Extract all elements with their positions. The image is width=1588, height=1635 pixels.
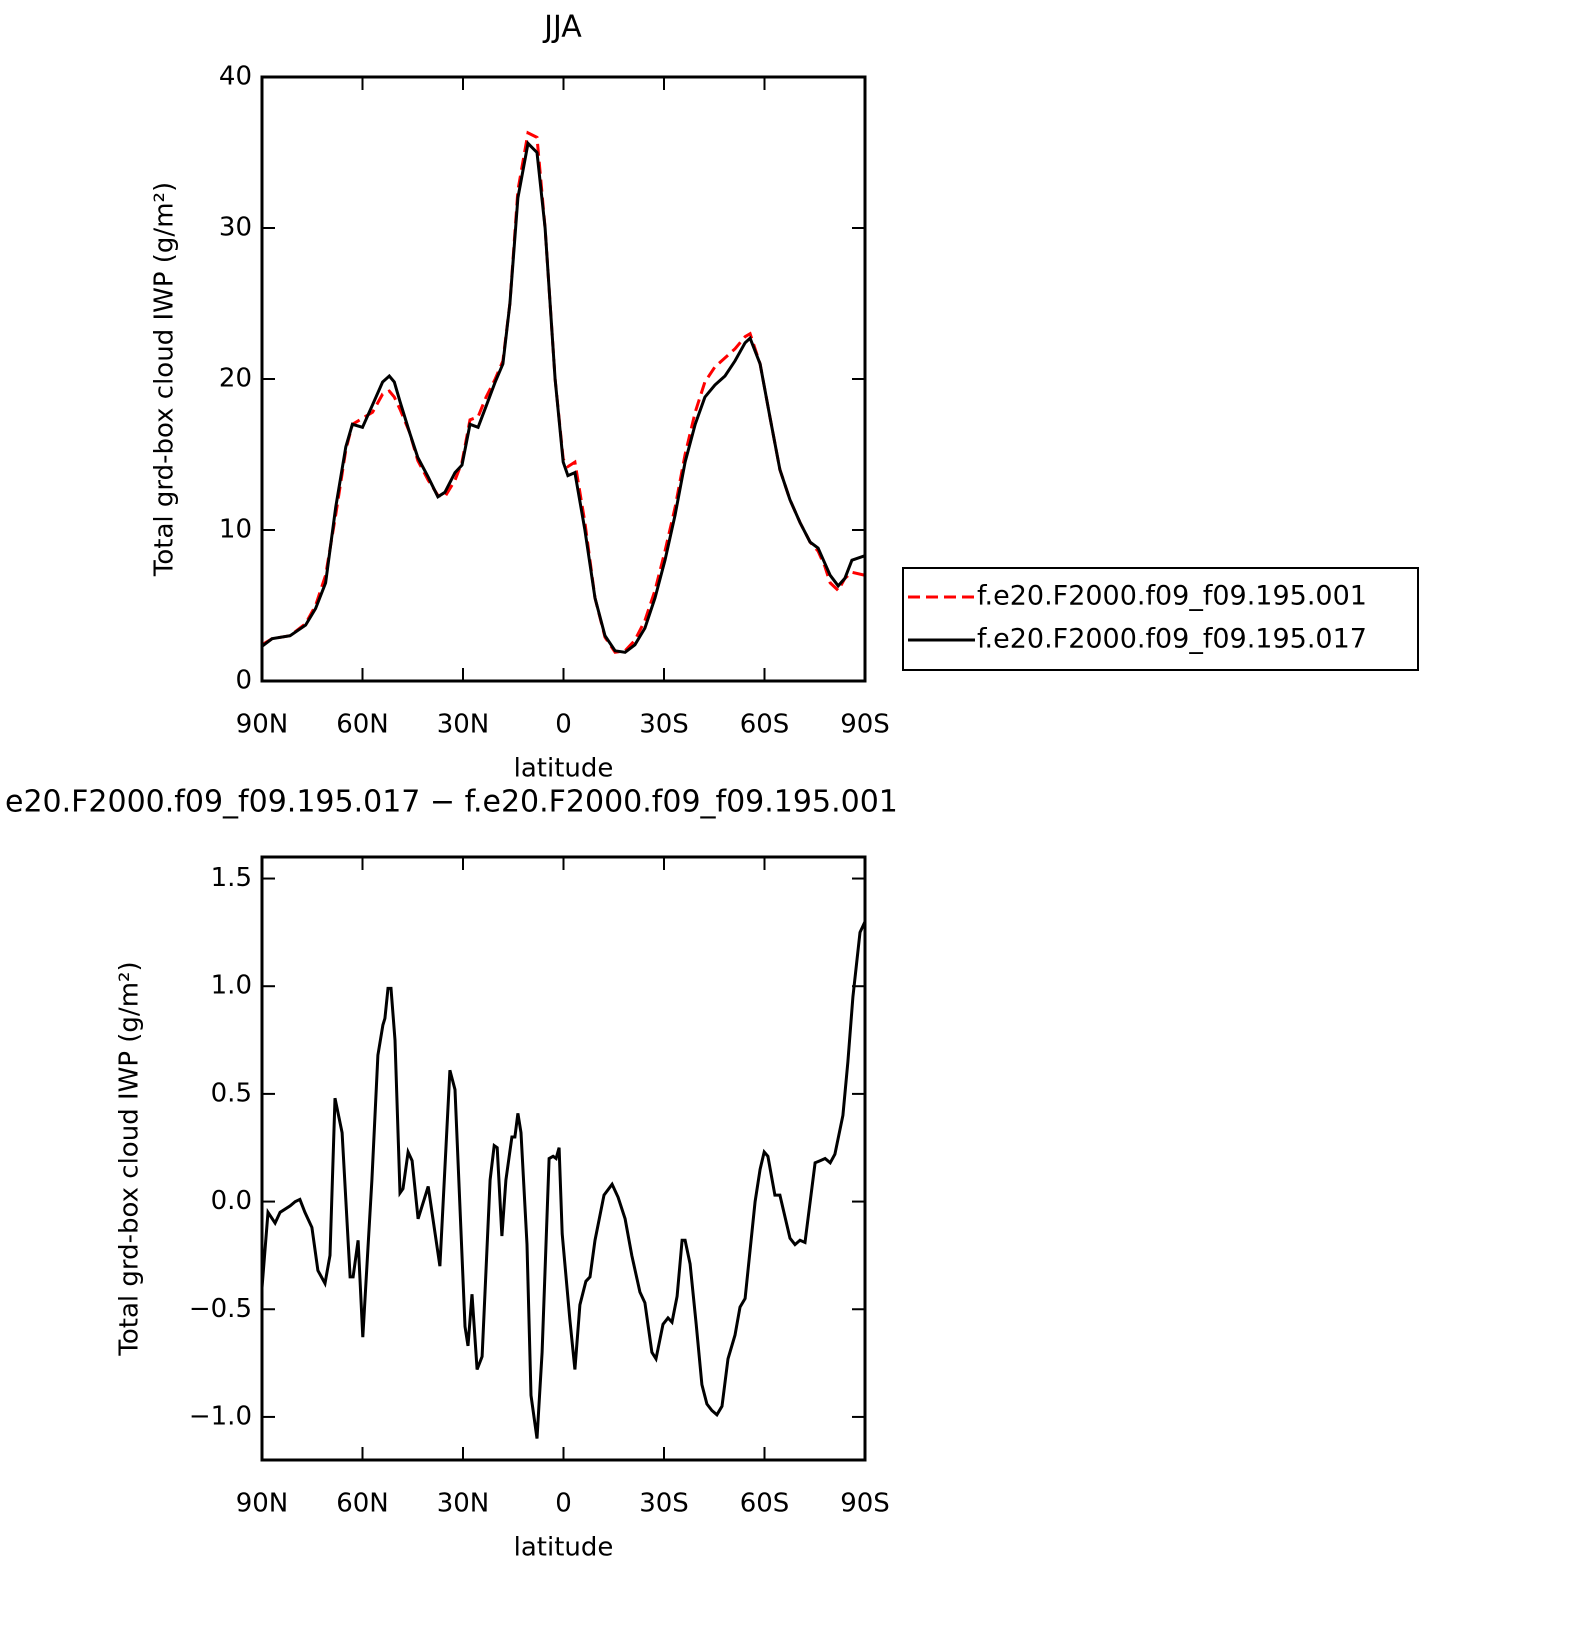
y-tick-label: 0 [235,666,252,696]
x-tick-label: 90S [840,1489,890,1519]
x-axis-label: latitude [514,754,614,784]
y-tick-label: −0.5 [189,1294,252,1324]
legend-label: f.e20.F2000.f09_f09.195.001 [977,581,1367,612]
data-line [260,920,867,1439]
x-tick-label: 0 [555,710,572,740]
y-tick-label: 0.5 [211,1078,252,1108]
y-tick-label: 40 [219,62,252,92]
x-tick-label: 90N [236,710,289,740]
x-tick-label: 60S [740,710,790,740]
x-tick-label: 30S [639,710,689,740]
legend-box [902,567,1419,671]
y-tick-label: 30 [219,213,252,243]
plot-frame [260,855,867,1462]
y-tick-label: −1.0 [189,1401,252,1431]
plot-frame [260,75,867,683]
data-line [261,130,866,654]
x-tick-label: 90S [840,710,890,740]
y-axis-label: Total grd-box cloud IWP (g/m²) [150,182,180,577]
x-tick-label: 90N [236,1489,289,1519]
x-axis-label: latitude [514,1533,614,1563]
y-tick-label: 0.0 [211,1186,252,1216]
x-tick-label: 0 [555,1489,572,1519]
data-line [261,140,866,654]
x-tick-label: 60N [336,710,389,740]
x-tick-label: 30N [437,710,490,740]
y-tick-label: 10 [219,515,252,545]
chart-title: JJA [542,10,582,45]
y-tick-label: 1.0 [211,971,252,1001]
chart-title: e20.F2000.f09_f09.195.017 − f.e20.F2000.… [5,785,898,820]
legend-label: f.e20.F2000.f09_f09.195.017 [977,624,1367,655]
y-axis-label: Total grd-box cloud IWP (g/m²) [115,961,145,1356]
x-tick-label: 30N [437,1489,490,1519]
y-tick-label: 20 [219,364,252,394]
x-tick-label: 60N [336,1489,389,1519]
y-tick-label: 1.5 [211,863,252,893]
x-tick-label: 60S [740,1489,790,1519]
x-tick-label: 30S [639,1489,689,1519]
